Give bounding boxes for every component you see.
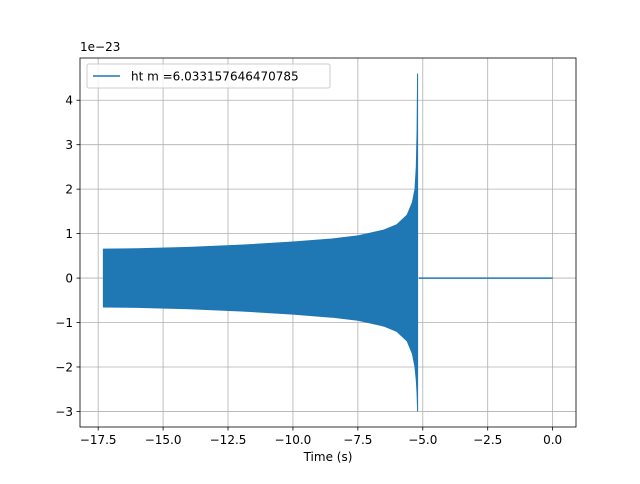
x-tick-label: 0.0 [543, 433, 562, 447]
y-tick-label: 3 [65, 138, 73, 152]
x-tick-label: −10.0 [275, 433, 312, 447]
y-axis-ticks: −3 −2 −1 0 1 2 3 4 [55, 94, 80, 419]
y-tick-label: −2 [55, 360, 73, 374]
plot-area [102, 73, 553, 412]
legend: ht m =6.033157646470785 [86, 63, 331, 89]
y-tick-label: 1 [65, 227, 73, 241]
legend-box [86, 63, 331, 89]
y-tick-label: 4 [65, 94, 73, 108]
waveform-envelope [102, 73, 419, 412]
grid [80, 58, 576, 427]
x-tick-label: −15.0 [145, 433, 182, 447]
x-tick-label: −17.5 [80, 433, 117, 447]
y-tick-label: −1 [55, 316, 73, 330]
x-tick-label: −5.0 [408, 433, 437, 447]
x-axis-ticks: −17.5 −15.0 −12.5 −10.0 −7.5 −5.0 −2.5 0.0 [80, 427, 562, 447]
x-tick-label: −7.5 [343, 433, 372, 447]
y-offset-label: 1e−23 [80, 40, 120, 54]
y-tick-label: −3 [55, 405, 73, 419]
x-tick-label: −12.5 [210, 433, 247, 447]
y-tick-label: 0 [65, 272, 73, 286]
x-tick-label: −2.5 [473, 433, 502, 447]
x-axis-label: Time (s) [303, 450, 353, 464]
legend-entry: ht m =6.033157646470785 [131, 70, 299, 84]
axes-frame [79, 57, 577, 428]
y-tick-label: 2 [65, 183, 73, 197]
